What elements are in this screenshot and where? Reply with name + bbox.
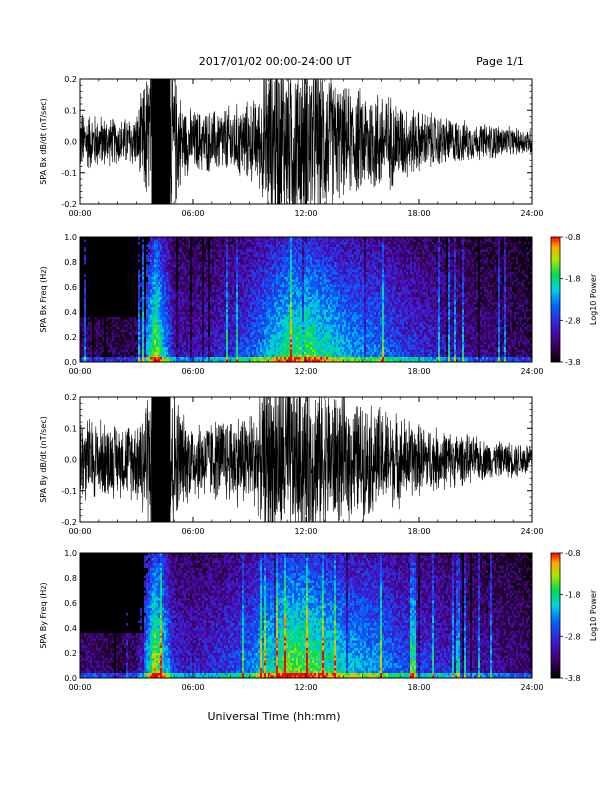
x-tick-label: 00:00 bbox=[68, 209, 91, 218]
panel-4: 1.0 0.8 0.6 0.4 0.2 0.000:00 06:00 12:00 18:00 24… bbox=[39, 549, 544, 692]
x-tick-label: 18:00 bbox=[407, 683, 430, 692]
y-tick-label: 0.1 bbox=[64, 424, 77, 433]
colorbar-tick-label: -1.8 bbox=[565, 591, 581, 600]
y-tick-label: 0.0 bbox=[64, 358, 77, 367]
saturation-block bbox=[151, 397, 171, 522]
x-tick-label: 12:00 bbox=[294, 527, 317, 536]
y-tick-label: 0.2 bbox=[64, 649, 77, 658]
spectrogram bbox=[80, 553, 533, 679]
x-tick-label: 18:00 bbox=[407, 367, 430, 376]
x-tick-label: 24:00 bbox=[520, 209, 543, 218]
series-line bbox=[80, 79, 532, 204]
x-tick-label: 12:00 bbox=[294, 209, 317, 218]
y-tick-label: -0.2 bbox=[61, 200, 77, 209]
y-tick-label: 1.0 bbox=[64, 233, 77, 242]
y-tick-label: -0.2 bbox=[61, 518, 77, 527]
colorbar-tick-label: -3.8 bbox=[565, 674, 581, 683]
panel-1: 0.2 0.1 0.0 -0.1 -0.200:00 06:00 12:00 18:00 24:… bbox=[39, 75, 544, 218]
colorbar-tick-label: -0.8 bbox=[565, 233, 581, 242]
y-axis-title: SPA By dB/dt (nT/sec) bbox=[39, 416, 48, 503]
colorbar-tick-label: -1.8 bbox=[565, 275, 581, 284]
y-axis-title: SPA Bx Freq (Hz) bbox=[39, 266, 48, 332]
x-tick-label: 06:00 bbox=[181, 683, 204, 692]
y-tick-label: 0.2 bbox=[64, 333, 77, 342]
panel-3: 0.2 0.1 0.0 -0.1 -0.200:00 06:00 12:00 18:00 24:… bbox=[39, 393, 544, 536]
x-tick-label: 18:00 bbox=[407, 527, 430, 536]
y-tick-label: 0.2 bbox=[64, 393, 77, 402]
x-tick-label: 00:00 bbox=[68, 367, 91, 376]
y-tick-label: 0.2 bbox=[64, 75, 77, 84]
spectrogram bbox=[80, 237, 533, 363]
colorbar-title: Log10 Power bbox=[589, 273, 598, 325]
x-tick-label: 12:00 bbox=[294, 367, 317, 376]
y-tick-label: 1.0 bbox=[64, 549, 77, 558]
x-tick-label: 24:00 bbox=[520, 527, 543, 536]
colorbar-tick-label: -2.8 bbox=[565, 316, 581, 325]
figure-title: 2017/01/02 00:00-24:00 UT bbox=[199, 55, 352, 68]
y-tick-label: 0.0 bbox=[64, 138, 77, 147]
panels-group: 0.20.10.0-0.1-0.200:00 06:00 12:00 18:00 24:… bbox=[39, 75, 598, 692]
colorbar-frame bbox=[550, 552, 561, 679]
x-tick-label: 00:00 bbox=[68, 683, 91, 692]
colorbar: -0.8 -1.8 -2.8 -3.8 Log10 Power bbox=[550, 233, 598, 367]
page-indicator: Page 1/1 bbox=[476, 55, 524, 68]
x-tick-label: 06:00 bbox=[181, 527, 204, 536]
saturation-block bbox=[151, 79, 171, 204]
colorbar-title: Log10 Power bbox=[589, 589, 598, 641]
y-tick-label: -0.1 bbox=[61, 487, 77, 496]
y-axis-title: SPA By Freq (Hz) bbox=[39, 582, 48, 648]
colorbar-frame bbox=[550, 236, 561, 363]
x-tick-label: 00:00 bbox=[68, 527, 91, 536]
y-tick-label: 0.8 bbox=[64, 574, 77, 583]
colorbar-tick-label: -0.8 bbox=[565, 549, 581, 558]
y-axis-title: SPA Bx dB/dt (nT/sec) bbox=[39, 98, 48, 185]
x-tick-label: 24:00 bbox=[520, 367, 543, 376]
x-tick-label: 24:00 bbox=[520, 683, 543, 692]
colorbar: -0.8 -1.8 -2.8 -3.8 Log10 Power bbox=[550, 549, 598, 683]
y-tick-label: 0.6 bbox=[64, 283, 77, 292]
y-tick-label: 0.0 bbox=[64, 674, 77, 683]
x-axis-title: Universal Time (hh:mm) bbox=[208, 710, 341, 723]
x-tick-label: 06:00 bbox=[181, 209, 204, 218]
x-tick-label: 06:00 bbox=[181, 367, 204, 376]
y-tick-label: 0.1 bbox=[64, 106, 77, 115]
y-tick-label: 0.6 bbox=[64, 599, 77, 608]
panel-2: 1.0 0.8 0.6 0.4 0.2 0.000:00 06:00 12:00 18:00 24… bbox=[39, 233, 544, 376]
y-tick-label: -0.1 bbox=[61, 169, 77, 178]
colorbar-tick-label: -2.8 bbox=[565, 632, 581, 641]
y-tick-label: 0.4 bbox=[64, 624, 77, 633]
y-tick-label: 0.0 bbox=[64, 456, 77, 465]
x-tick-label: 12:00 bbox=[294, 683, 317, 692]
x-tick-label: 18:00 bbox=[407, 209, 430, 218]
colorbar-tick-label: -3.8 bbox=[565, 358, 581, 367]
series-line bbox=[80, 397, 532, 522]
y-tick-label: 0.4 bbox=[64, 308, 77, 317]
y-tick-label: 0.8 bbox=[64, 258, 77, 267]
